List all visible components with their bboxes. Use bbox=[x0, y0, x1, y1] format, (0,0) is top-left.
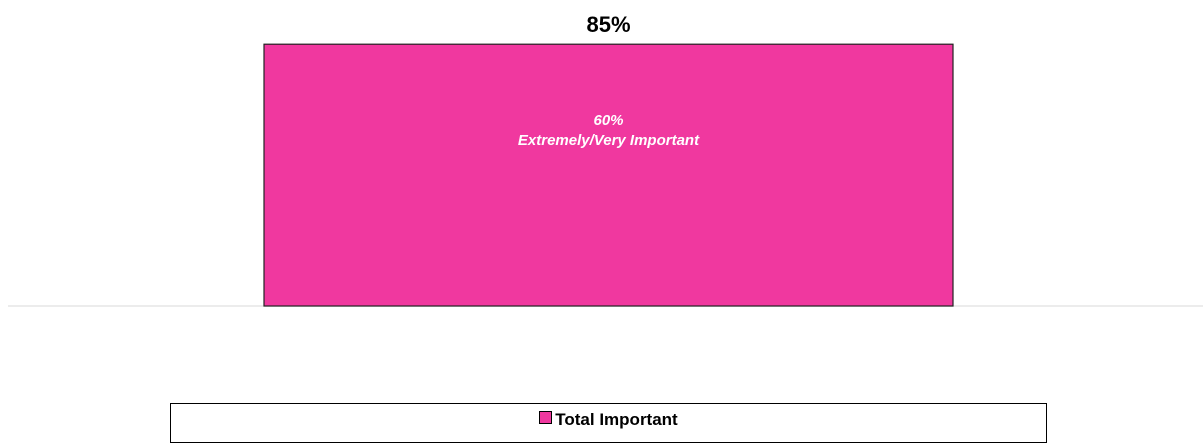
legend: Total Important bbox=[170, 403, 1047, 443]
annotation-percent: 60% bbox=[593, 112, 623, 129]
bar-value-label: 85% bbox=[586, 12, 630, 37]
annotation-label: Extremely/Very Important bbox=[518, 132, 700, 149]
legend-swatch bbox=[539, 411, 553, 424]
legend-item-total-important: Total Important bbox=[171, 410, 1046, 430]
legend-label: Total Important bbox=[555, 410, 678, 429]
bars-group: 85% 60% Extremely/Very Important bbox=[263, 12, 954, 307]
bar-total-important bbox=[263, 43, 954, 307]
